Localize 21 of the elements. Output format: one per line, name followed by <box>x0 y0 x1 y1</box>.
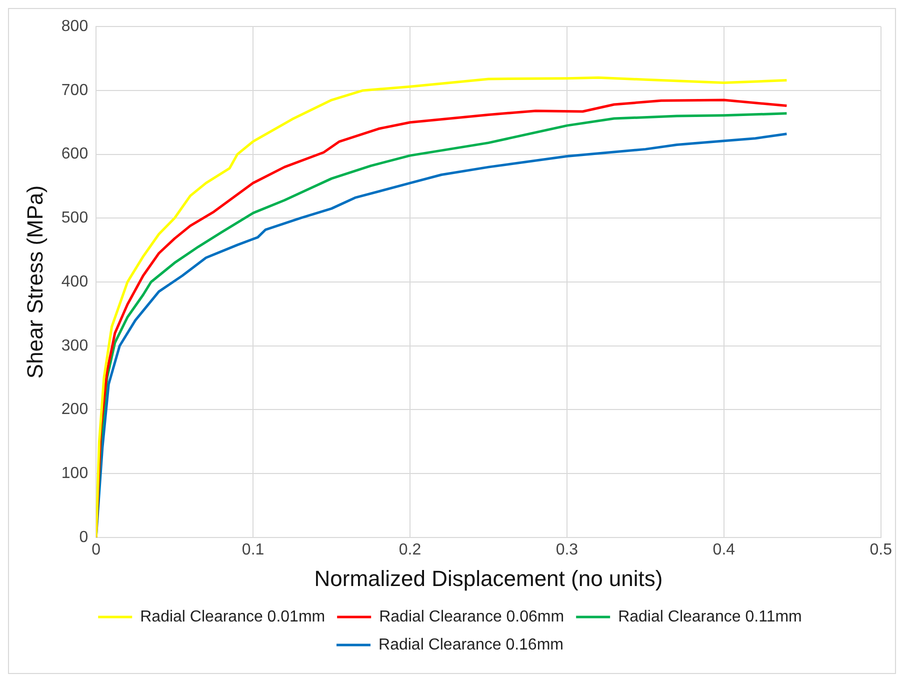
legend-label: Radial Clearance 0.01mm <box>140 608 326 626</box>
y-tick-label: 600 <box>61 146 88 163</box>
x-tick-label: 0.1 <box>242 541 264 558</box>
x-tick-label: 0.5 <box>870 541 892 558</box>
y-axis-title: Shear Stress (MPa) <box>22 185 48 379</box>
y-tick-label: 800 <box>61 18 88 36</box>
legend-label: Radial Clearance 0.16mm <box>378 636 564 654</box>
x-axis-title: Normalized Displacement (no units) <box>314 566 663 591</box>
y-tick-label: 200 <box>61 401 88 418</box>
legend-label: Radial Clearance 0.06mm <box>379 608 564 626</box>
x-tick-label: 0.3 <box>556 541 578 558</box>
x-tick-label: 0.2 <box>398 541 422 558</box>
legend-label: Radial Clearance 0.11mm <box>618 608 802 626</box>
y-tick-label: 400 <box>61 273 88 290</box>
y-tick-label: 700 <box>61 82 88 99</box>
x-tick-label: 0 <box>92 541 101 558</box>
x-tick-label: 0.4 <box>712 541 736 558</box>
y-tick-label: 100 <box>61 464 88 482</box>
y-tick-label: 500 <box>61 210 88 227</box>
y-tick-label: 0 <box>79 528 88 546</box>
y-tick-label: 300 <box>61 337 88 354</box>
